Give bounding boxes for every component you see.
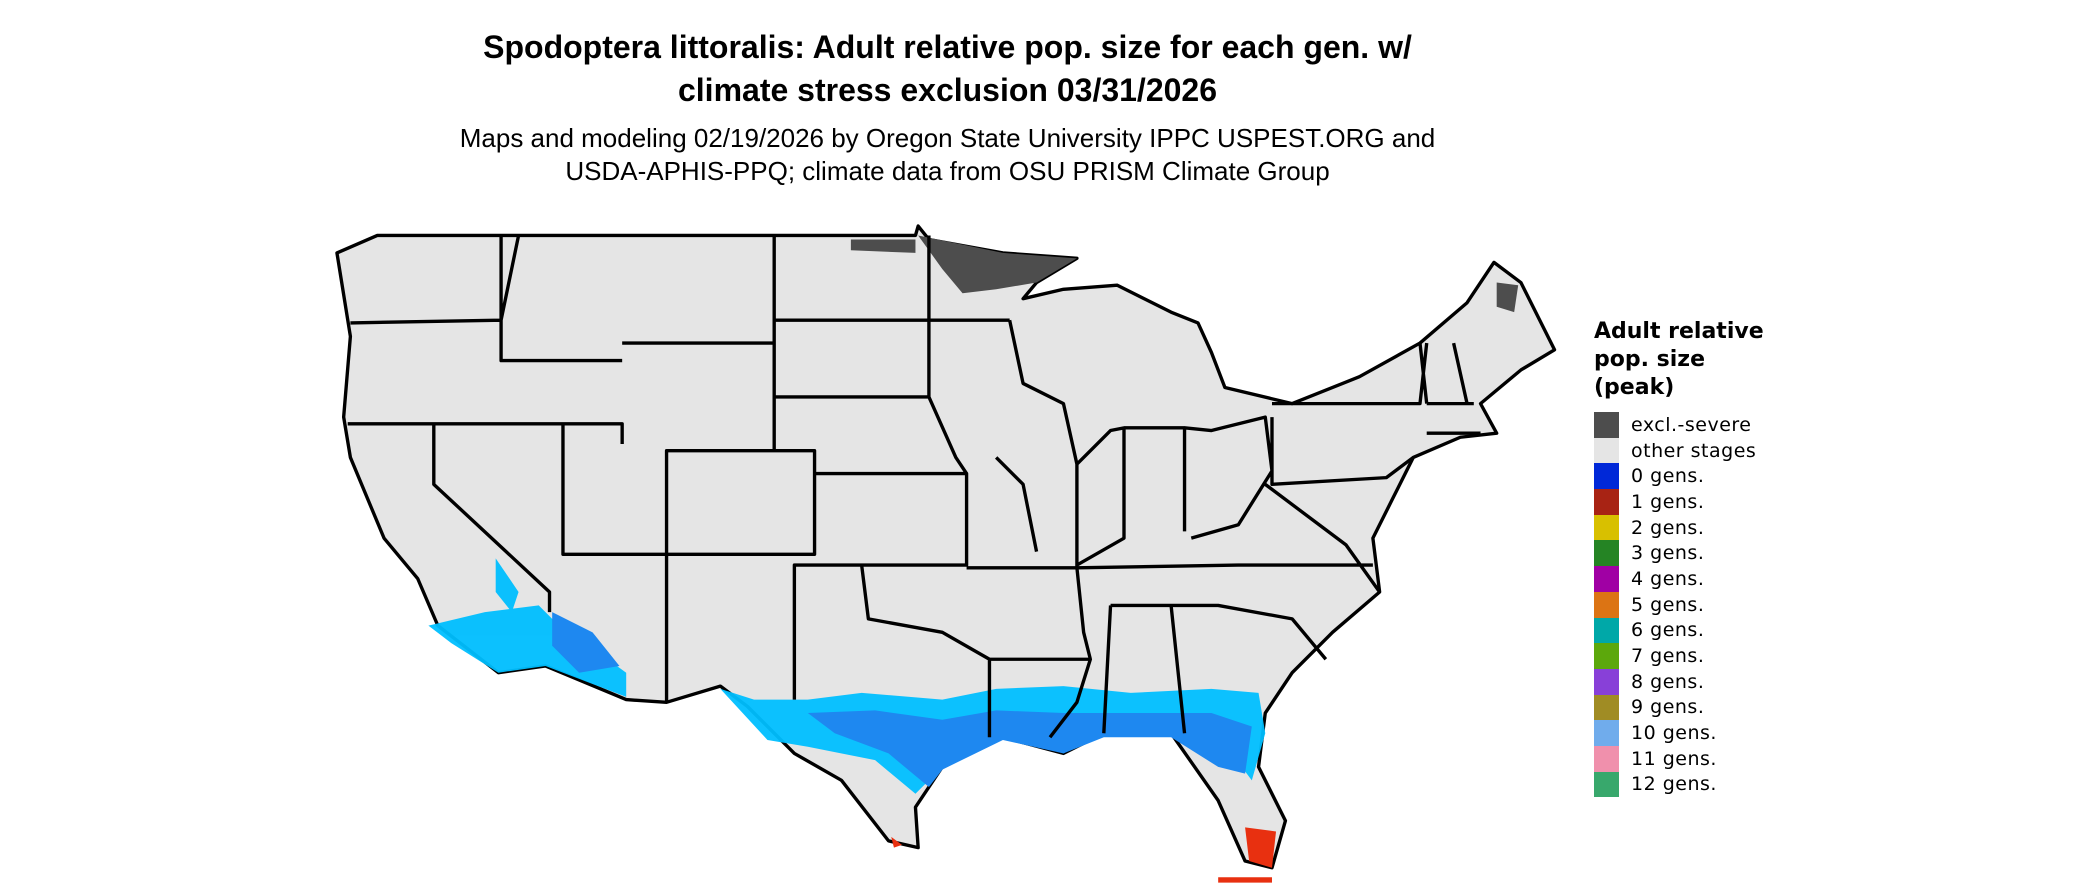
legend-title-line: Adult relative: [1594, 319, 1764, 344]
legend: Adult relative pop. size (peak) excl.-se…: [1594, 318, 1794, 798]
zone-excl-severe: [850, 235, 1519, 313]
legend-item: 1 gens.: [1594, 489, 1794, 515]
legend-label: 8 gens.: [1631, 670, 1705, 693]
legend-swatch: [1594, 412, 1619, 438]
legend-title-line: pop. size: [1594, 347, 1705, 372]
legend-item: 7 gens.: [1594, 643, 1794, 669]
legend-swatch: [1594, 591, 1619, 618]
legend-swatch: [1594, 514, 1619, 541]
legend-item: 9 gens.: [1594, 694, 1794, 721]
map-title-line-2: climate stress exclusion 03/31/2026: [677, 72, 1217, 108]
legend-label: 5 gens.: [1631, 593, 1705, 616]
legend-label: 12 gens.: [1631, 773, 1717, 796]
legend-item: 8 gens.: [1594, 668, 1794, 695]
legend-label: other stages: [1631, 439, 1757, 462]
legend-label: 0 gens.: [1631, 465, 1705, 488]
zone-blue: [552, 612, 1252, 788]
legend-label: 1 gens.: [1631, 490, 1705, 513]
map-title-line-1: Spodoptera littoralis: Adult relative po…: [483, 29, 1412, 65]
legend-item: 12 gens.: [1594, 771, 1794, 798]
legend-swatch: [1594, 720, 1619, 746]
legend-item: 6 gens.: [1594, 617, 1794, 644]
legend-swatch: [1594, 745, 1619, 772]
legend-swatch: [1594, 463, 1619, 490]
state-borders: [347, 235, 1481, 739]
legend-label: excl.-severe: [1631, 413, 1752, 436]
legend-label: 9 gens.: [1631, 696, 1705, 719]
legend-label: 3 gens.: [1631, 542, 1705, 565]
legend-label: 6 gens.: [1631, 619, 1705, 642]
legend-swatch: [1594, 437, 1619, 464]
legend-title-line: (peak): [1594, 375, 1675, 400]
legend-swatch: [1594, 566, 1619, 592]
legend-item: 2 gens.: [1594, 514, 1794, 541]
legend-title: Adult relative pop. size (peak): [1594, 318, 1794, 402]
legend-label: 4 gens.: [1631, 567, 1705, 590]
legend-swatch: [1594, 617, 1619, 644]
legend-item: 3 gens.: [1594, 540, 1794, 567]
legend-swatch: [1594, 694, 1619, 721]
legend-items: excl.-severe other stages 0 gens. 1 gens. 2 …: [1594, 412, 1794, 798]
legend-swatch: [1594, 540, 1619, 567]
legend-swatch: [1594, 489, 1619, 515]
legend-swatch: [1594, 771, 1619, 798]
legend-swatch: [1594, 643, 1619, 669]
map-subtitle-line-1: Maps and modeling 02/19/2026 by Oregon S…: [459, 123, 1436, 153]
legend-item: other stages: [1594, 437, 1794, 464]
legend-label: 7 gens.: [1631, 645, 1705, 668]
legend-label: 2 gens.: [1631, 516, 1705, 539]
legend-label: 10 gens.: [1631, 722, 1717, 745]
legend-item: excl.-severe: [1594, 412, 1794, 438]
legend-item: 5 gens.: [1594, 591, 1794, 618]
zone-red: [891, 827, 1277, 883]
legend-item: 4 gens.: [1594, 566, 1794, 592]
us-land: [335, 224, 1557, 870]
legend-item: 0 gens.: [1594, 463, 1794, 490]
legend-swatch: [1594, 668, 1619, 695]
legend-item: 11 gens.: [1594, 745, 1794, 772]
legend-label: 11 gens.: [1631, 747, 1717, 770]
map-subtitle-line-2: USDA-APHIS-PPQ; climate data from OSU PR…: [565, 156, 1330, 186]
legend-item: 10 gens.: [1594, 720, 1794, 746]
